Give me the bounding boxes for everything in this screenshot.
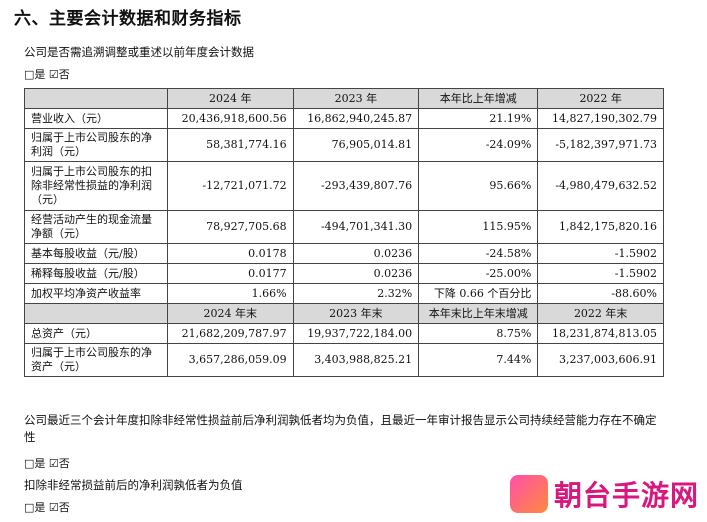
cell-value: -88.60% — [537, 283, 664, 304]
cell-value: 3,403,988,825.21 — [292, 343, 420, 377]
cell-value: 3,237,003,606.91 — [537, 343, 664, 377]
cell-value: 14,827,190,302.79 — [537, 108, 664, 129]
cell-value: -12,721,071.72 — [167, 161, 294, 211]
watermark-text: 朝台手游网 — [553, 479, 699, 512]
header-cell: 2023 年末 — [292, 303, 420, 324]
negative-profit-question: 扣除非经常损益前后的净利润孰低者为负值 — [24, 478, 243, 492]
table-row: 归属于上市公司股东的净资产（元） 3,657,286,059.09 3,403,… — [24, 343, 664, 377]
header-cell: 2023 年 — [292, 88, 420, 109]
cell-value: 16,862,940,245.87 — [292, 108, 420, 129]
header-cell: 2022 年 — [537, 88, 664, 109]
cell-value: 115.95% — [418, 210, 539, 244]
section-heading: 六、主要会计数据和财务指标 — [14, 9, 242, 29]
row-label: 归属于上市公司股东的净资产（元） — [24, 343, 168, 377]
cell-value: 18,231,874,813.05 — [537, 323, 664, 344]
cell-value: 3,657,286,059.09 — [167, 343, 294, 377]
cell-value: 1,842,175,820.16 — [537, 210, 664, 244]
financial-indicators-table: 2024 年 2023 年 本年比上年增减 2022 年 营业收入（元） 20,… — [24, 88, 664, 377]
cell-value: 0.0178 — [167, 243, 294, 264]
cell-value: -293,439,807.76 — [292, 161, 420, 211]
row-label: 总资产（元） — [24, 323, 168, 344]
cell-value: -24.09% — [418, 128, 539, 162]
cell-value: -1.5902 — [537, 263, 664, 284]
going-concern-question: 公司最近三个会计年度扣除非经常性损益前后净利润孰低者均为负值，且最近一年审计报告… — [24, 413, 657, 444]
table-row: 基本每股收益（元/股） 0.0178 0.0236 -24.58% -1.590… — [24, 243, 664, 264]
restatement-answer: □是 ☑否 — [24, 68, 70, 81]
cell-value: 20,436,918,600.56 — [167, 108, 294, 129]
cell-value: -494,701,341.30 — [292, 210, 420, 244]
cell-value: 下降 0.66 个百分比 — [418, 283, 539, 304]
cell-value: 76,905,014.81 — [292, 128, 420, 162]
hand-logo-icon — [509, 475, 548, 513]
table-row: 归属于上市公司股东的净利润（元） 58,381,774.16 76,905,01… — [24, 128, 664, 162]
cell-value: 7.44% — [418, 343, 539, 377]
header-cell — [24, 88, 168, 109]
cell-value: 2.32% — [292, 283, 420, 304]
table-row: 归属于上市公司股东的扣除非经常性损益的净利润（元） -12,721,071.72… — [24, 161, 664, 211]
table-row: 稀释每股收益（元/股） 0.0177 0.0236 -25.00% -1.590… — [24, 263, 664, 284]
table-row: 总资产（元） 21,682,209,787.97 19,937,722,184.… — [24, 323, 664, 344]
header-cell: 2024 年末 — [167, 303, 294, 324]
row-label: 归属于上市公司股东的净利润（元） — [24, 128, 168, 162]
row-label: 基本每股收益（元/股） — [24, 243, 168, 264]
cell-value: 95.66% — [418, 161, 539, 211]
row-label: 稀释每股收益（元/股） — [24, 263, 168, 284]
cell-value: -1.5902 — [537, 243, 664, 264]
row-label: 加权平均净资产收益率 — [24, 283, 168, 304]
table-header-row: 2024 年 2023 年 本年比上年增减 2022 年 — [24, 88, 664, 109]
negative-profit-answer: □是 ☑否 — [24, 501, 70, 514]
restatement-question: 公司是否需追溯调整或重述以前年度会计数据 — [24, 45, 254, 59]
cell-value: 21,682,209,787.97 — [167, 323, 294, 344]
cell-value: 1.66% — [167, 283, 294, 304]
cell-value: -25.00% — [418, 263, 539, 284]
row-label: 归属于上市公司股东的扣除非经常性损益的净利润（元） — [24, 161, 168, 211]
going-concern-answer: □是 ☑否 — [24, 457, 70, 470]
header-cell: 本年比上年增减 — [418, 88, 539, 109]
header-cell: 本年末比上年末增减 — [418, 303, 539, 324]
table-row: 营业收入（元） 20,436,918,600.56 16,862,940,245… — [24, 108, 664, 129]
cell-value: 58,381,774.16 — [167, 128, 294, 162]
cell-value: 8.75% — [418, 323, 539, 344]
cell-value: -5,182,397,971.73 — [537, 128, 664, 162]
cell-value: -24.58% — [418, 243, 539, 264]
cell-value: 78,927,705.68 — [167, 210, 294, 244]
table-header-row: 2024 年末 2023 年末 本年末比上年末增减 2022 年末 — [24, 303, 664, 324]
header-cell: 2024 年 — [167, 88, 294, 109]
cell-value: 0.0177 — [167, 263, 294, 284]
table-row: 加权平均净资产收益率 1.66% 2.32% 下降 0.66 个百分比 -88.… — [24, 283, 664, 304]
row-label: 经营活动产生的现金流量净额（元） — [24, 210, 168, 244]
row-label: 营业收入（元） — [24, 108, 168, 129]
cell-value: 21.19% — [418, 108, 539, 129]
cell-value: 0.0236 — [292, 263, 420, 284]
cell-value: 19,937,722,184.00 — [292, 323, 420, 344]
header-cell — [24, 303, 168, 324]
cell-value: 0.0236 — [292, 243, 420, 264]
table-row: 经营活动产生的现金流量净额（元） 78,927,705.68 -494,701,… — [24, 210, 664, 244]
cell-value: -4,980,479,632.52 — [537, 161, 664, 211]
watermark: 朝台手游网 — [509, 474, 699, 514]
header-cell: 2022 年末 — [537, 303, 664, 324]
